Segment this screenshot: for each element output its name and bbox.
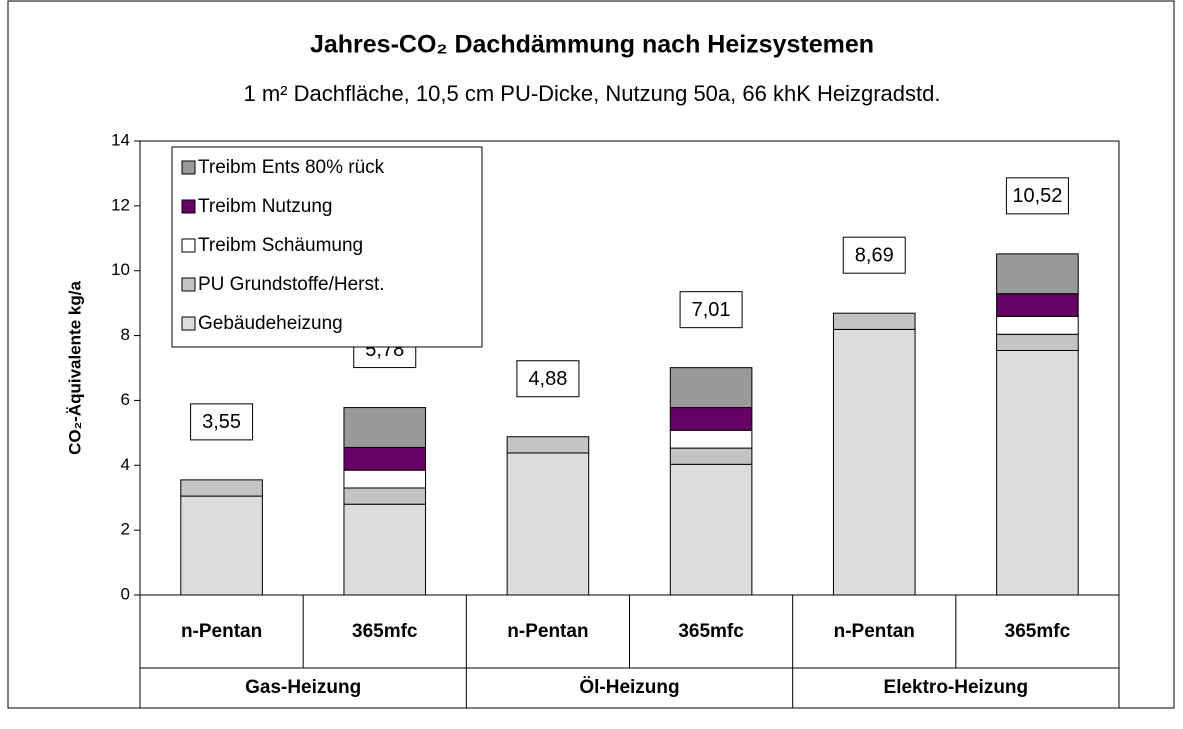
legend-label: Gebäudeheizung [198, 313, 343, 334]
total-label-box [842, 236, 906, 274]
bar-segment [996, 253, 1079, 295]
y-tick-label: 4 [121, 455, 130, 474]
legend-swatch [181, 199, 196, 214]
total-label: 4,88 [528, 368, 567, 390]
bar-segment [506, 452, 590, 596]
x-tick-label: n-Pentan [834, 621, 915, 642]
bar-segment [996, 293, 1079, 317]
frame [7, 0, 1175, 709]
y-tick-label: 6 [121, 390, 130, 409]
total-label-box [679, 291, 743, 329]
legend-swatch [181, 316, 196, 331]
total-label: 10,52 [1012, 185, 1062, 207]
bar-segment [180, 495, 263, 596]
y-tick-label: 0 [121, 584, 130, 603]
x-tick-label: 365mfc [1005, 621, 1071, 642]
x-tick-label: n-Pentan [507, 621, 588, 642]
group-label: Elektro-Heizung [884, 677, 1029, 698]
bar-segment [343, 487, 427, 505]
total-label: 3,55 [202, 411, 241, 433]
bar-segment [180, 479, 263, 497]
bar-segment [996, 333, 1079, 351]
legend-swatch [181, 238, 196, 253]
bar-segment [343, 503, 427, 596]
x-tick-label: 365mfc [352, 621, 418, 642]
bar-segment [669, 463, 753, 596]
bar-segment [343, 407, 427, 448]
total-label: 7,01 [692, 299, 731, 321]
legend-label: PU Grundstoffe/Herst. [198, 274, 385, 295]
bar-segment [506, 436, 590, 454]
y-tick-label: 10 [111, 260, 130, 279]
bar-segment [343, 469, 427, 489]
legend-label: Treibm Schäumung [198, 235, 363, 256]
y-tick-label: 12 [111, 195, 130, 214]
y-tick-label: 14 [111, 130, 130, 149]
bar-segment [343, 446, 427, 471]
y-tick-label: 2 [121, 520, 130, 539]
bar-segment [996, 349, 1079, 596]
total-label-box [1005, 177, 1069, 215]
legend-label: Treibm Nutzung [198, 196, 332, 217]
chart-subtitle: 1 m² Dachfläche, 10,5 cm PU-Dicke, Nutzu… [244, 81, 941, 106]
bar-segment [832, 312, 916, 330]
bar-segment [669, 447, 753, 465]
legend [171, 146, 483, 348]
chart-title: Jahres-CO₂ Dachdämmung nach Heizsystemen [310, 31, 874, 59]
bar-segment [669, 367, 753, 409]
total-label-box [516, 360, 580, 398]
legend-swatch [181, 160, 196, 175]
x-tick-label: n-Pentan [181, 621, 262, 642]
bar-segment [669, 407, 753, 431]
group-label: Öl-Heizung [579, 677, 679, 698]
y-tick-label: 8 [121, 325, 130, 344]
legend-label: Treibm Ents 80% rück [198, 157, 385, 178]
total-label-box [190, 403, 254, 441]
group-label: Gas-Heizung [245, 677, 361, 698]
legend-swatch [181, 277, 196, 292]
total-label: 8,69 [855, 244, 894, 266]
x-tick-label: 365mfc [678, 621, 744, 642]
bar-segment [669, 429, 753, 449]
y-axis-label: CO₂-Äquivalente kg/a [65, 281, 84, 455]
bar-segment [832, 328, 916, 596]
bar-segment [996, 315, 1079, 335]
